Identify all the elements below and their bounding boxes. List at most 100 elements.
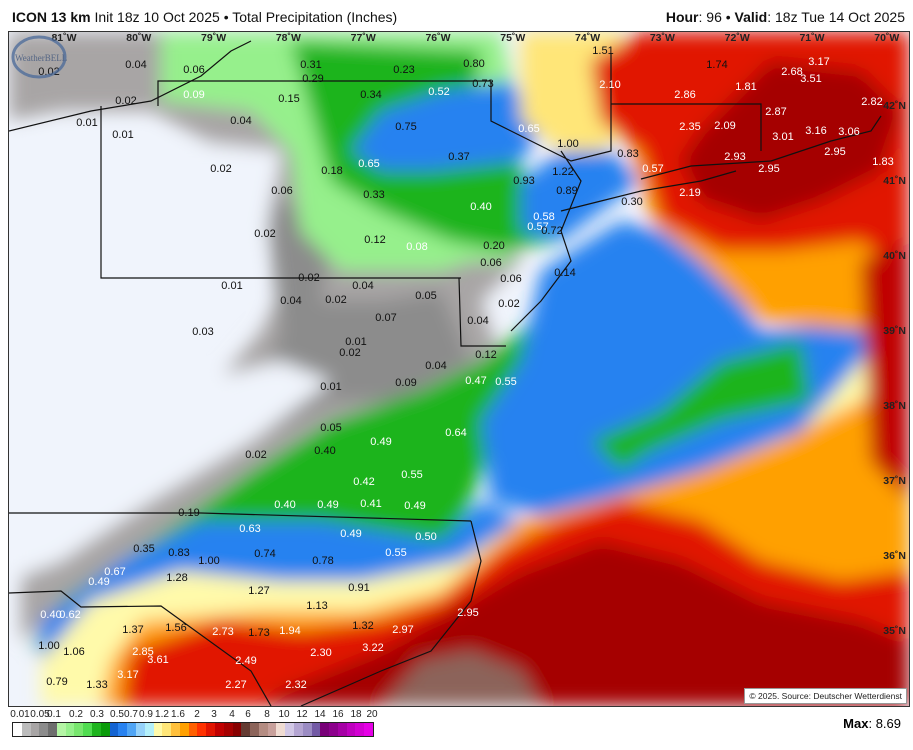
precip-value-label: 0.78 (312, 555, 334, 567)
weatherbell-logo: WeatherBELL (11, 35, 67, 79)
copyright-notice: © 2025. Source: Deutscher Wetterdienst (744, 688, 907, 704)
legend-swatch (39, 723, 49, 736)
legend-swatch (56, 723, 66, 736)
precip-value-label: 0.63 (239, 523, 261, 535)
precip-value-label: 2.73 (212, 626, 234, 638)
precip-value-label: 1.37 (122, 624, 144, 636)
legend-tick-label: 20 (366, 709, 378, 720)
legend-tick-label: 0.05 (30, 709, 50, 720)
precip-value-label: 0.06 (480, 257, 502, 269)
precip-value-label: 0.49 (370, 436, 392, 448)
precip-value-label: 0.01 (221, 280, 243, 292)
green-ocean (591, 341, 811, 471)
precip-value-label: 0.05 (320, 422, 342, 434)
legend-swatch (188, 723, 198, 736)
legend-swatch (329, 723, 338, 736)
longitude-label: 73˚W (649, 32, 675, 44)
legend-tick-label: 12 (296, 709, 308, 720)
precip-value-label: 0.55 (495, 376, 517, 388)
precip-value-label: 0.93 (513, 175, 535, 187)
precip-value-label: 0.04 (425, 360, 447, 372)
legend-tick-label: 10 (278, 709, 290, 720)
darkred-ne (681, 61, 901, 221)
precip-value-label: 1.00 (557, 138, 579, 150)
max-number: 8.69 (875, 716, 901, 731)
precip-value-label: 0.02 (339, 347, 361, 359)
longitude-label: 77˚W (350, 32, 376, 44)
precip-value-label: 0.79 (46, 676, 68, 688)
longitude-label: 79˚W (201, 32, 227, 44)
legend-swatch (320, 723, 330, 736)
legend-swatch (232, 723, 242, 736)
latitude-label: 41˚N (883, 175, 906, 187)
legend-swatch (223, 723, 233, 736)
precip-value-label: 0.42 (353, 476, 375, 488)
legend-tick-label: 3 (211, 709, 217, 720)
legend-swatch (214, 723, 224, 736)
precip-value-label: 0.80 (463, 58, 485, 70)
separator: • (725, 9, 731, 25)
precip-value-label: 0.55 (385, 547, 407, 559)
legend-swatch (65, 723, 75, 736)
valid-label: Valid (734, 9, 768, 25)
precip-value-label: 1.06 (63, 646, 85, 658)
hour-value: 96 (706, 9, 722, 25)
precip-value-label: 1.94 (279, 625, 301, 637)
legend-tick-label: 1.6 (171, 709, 185, 720)
precip-value-label: 3.17 (808, 56, 830, 68)
state-borders (9, 40, 882, 706)
legend-swatch (206, 723, 215, 736)
legend-tick-label: 0.2 (69, 709, 83, 720)
precip-value-label: 3.61 (147, 654, 169, 666)
precip-value-label: 0.09 (395, 377, 417, 389)
precip-value-label: 0.15 (278, 93, 300, 105)
legend-tick-label: 2 (194, 709, 200, 720)
precip-value-label: 0.55 (401, 469, 423, 481)
precip-value-label: 0.74 (254, 548, 276, 560)
precip-value-label: 0.09 (183, 89, 205, 101)
init-time: Init 18z 10 Oct 2025 (94, 9, 220, 25)
legend-tick-label: 0.9 (139, 709, 153, 720)
longitude-label: 70˚W (874, 32, 900, 44)
green-band-va (31, 231, 641, 651)
legend-swatch (100, 723, 110, 736)
legend-tick-label: 6 (245, 709, 251, 720)
precip-value-label: 0.40 (470, 201, 492, 213)
legend-swatch (250, 723, 259, 736)
precip-value-label: 3.22 (362, 642, 384, 654)
precip-value-label: 0.49 (340, 528, 362, 540)
legend-swatch (311, 723, 321, 736)
precip-value-label: 0.58 (533, 211, 555, 223)
legend-swatch (144, 723, 154, 736)
precip-value-label: 0.41 (360, 498, 382, 510)
precip-value-label: 2.85 (132, 646, 154, 658)
precip-value-label: 3.17 (117, 669, 139, 681)
legend-swatch (118, 723, 128, 736)
precip-value-label: 0.64 (445, 427, 467, 439)
latitude-label: 35˚N (883, 625, 906, 637)
precip-value-label: 0.40 (40, 609, 62, 621)
legend-swatch (135, 723, 145, 736)
legend-swatch (162, 723, 172, 736)
precip-value-label: 2.09 (714, 120, 736, 132)
legend-swatch (285, 723, 294, 736)
precip-value-label: 0.01 (320, 381, 342, 393)
precip-value-label: 1.28 (166, 572, 188, 584)
precip-value-label: 0.01 (345, 336, 367, 348)
longitude-label: 71˚W (799, 32, 825, 44)
max-value: Max: 8.69 (843, 716, 901, 731)
precip-value-label: 3.51 (800, 73, 822, 85)
precip-value-label: 0.47 (465, 375, 487, 387)
precip-value-label: 2.95 (758, 163, 780, 175)
max-label: Max (843, 716, 869, 731)
legend-tick-label: 8 (264, 709, 270, 720)
legend-swatch (276, 723, 286, 736)
legend-swatch (127, 723, 136, 736)
precip-value-label: 1.22 (552, 166, 574, 178)
precip-value-label: 0.62 (59, 609, 81, 621)
precip-value-label: 0.14 (554, 267, 576, 279)
precip-value-label: 0.72 (541, 225, 563, 237)
precip-value-label: 1.83 (872, 156, 894, 168)
latitude-label: 36˚N (883, 550, 906, 562)
precip-value-label: 0.01 (76, 117, 98, 129)
